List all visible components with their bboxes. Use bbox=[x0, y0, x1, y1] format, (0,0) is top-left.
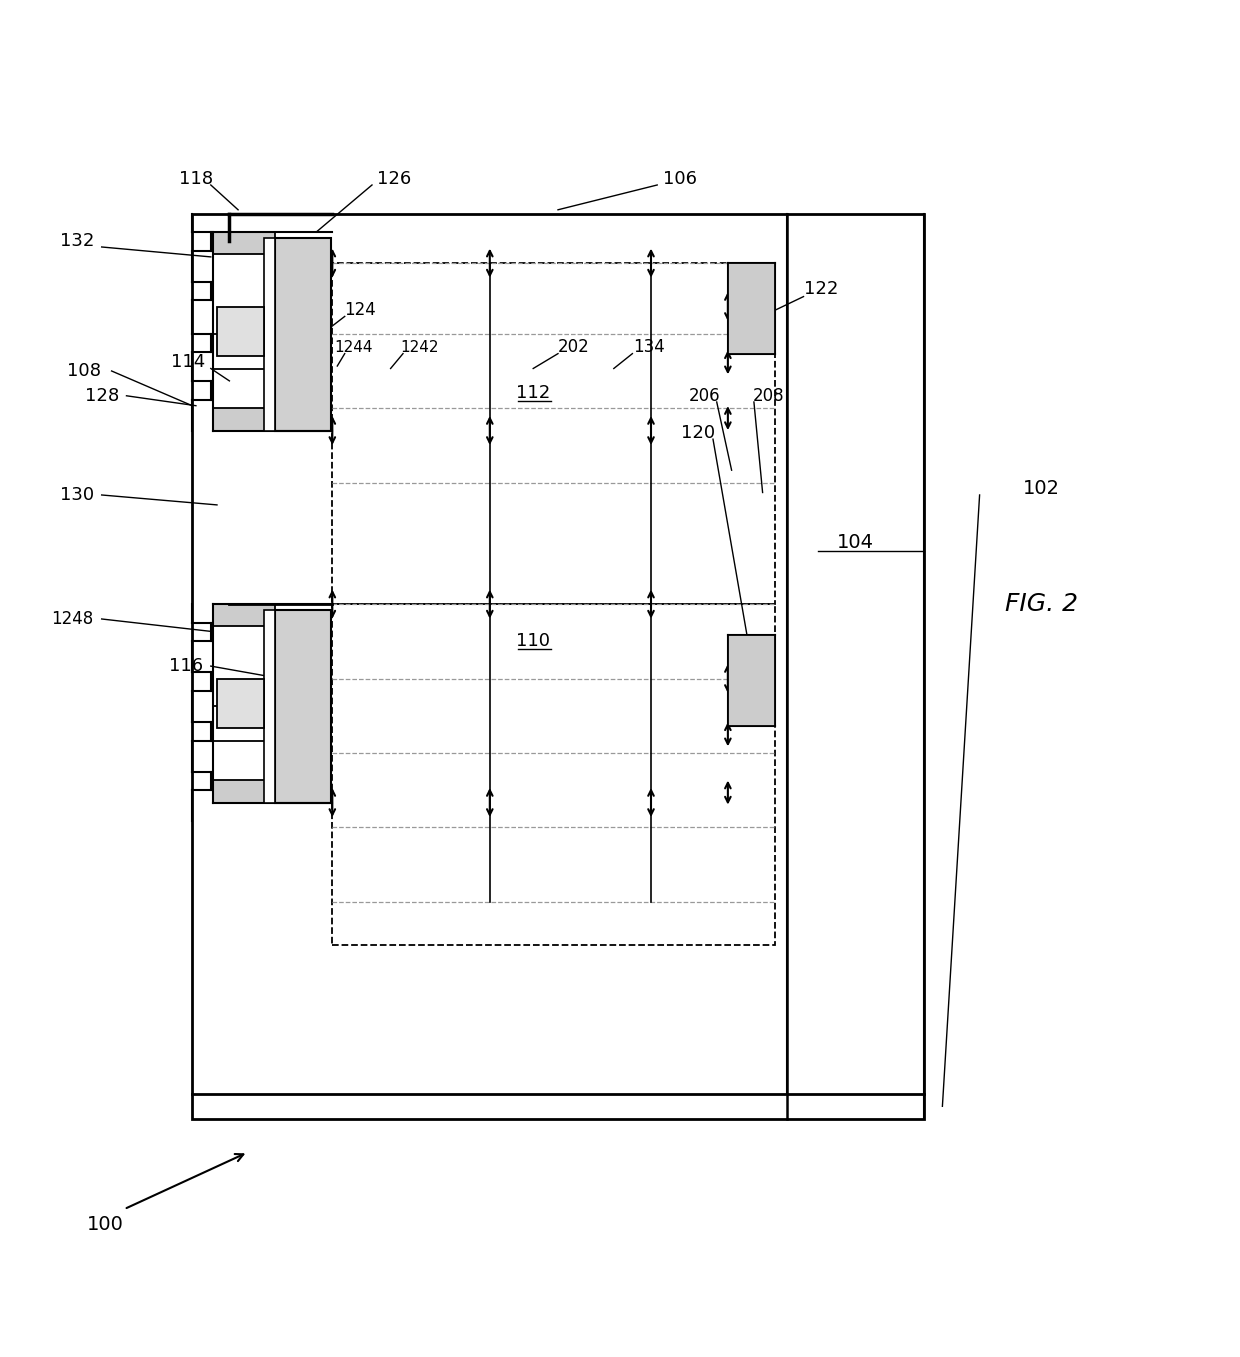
Text: 208: 208 bbox=[753, 387, 785, 404]
Text: 118: 118 bbox=[179, 170, 213, 187]
Text: 124: 124 bbox=[343, 301, 376, 319]
Bar bbox=[275, 611, 331, 802]
Bar bbox=[264, 239, 275, 430]
Text: 120: 120 bbox=[681, 423, 715, 442]
Text: 108: 108 bbox=[67, 362, 102, 380]
Text: 204: 204 bbox=[294, 343, 326, 361]
Text: 1242: 1242 bbox=[399, 339, 439, 356]
Text: 1248: 1248 bbox=[51, 611, 93, 628]
Text: 104: 104 bbox=[837, 532, 874, 551]
Bar bbox=[264, 611, 275, 802]
Bar bbox=[332, 604, 775, 944]
Text: 102: 102 bbox=[1023, 479, 1060, 498]
Bar bbox=[213, 604, 275, 627]
Text: 116: 116 bbox=[169, 657, 203, 674]
Text: 110: 110 bbox=[516, 632, 551, 650]
Text: 130: 130 bbox=[60, 486, 94, 503]
Bar bbox=[213, 232, 275, 254]
Bar bbox=[332, 263, 775, 604]
Bar bbox=[728, 263, 775, 354]
Text: 126: 126 bbox=[377, 170, 412, 187]
Text: 114: 114 bbox=[171, 353, 206, 372]
Text: 202: 202 bbox=[558, 338, 590, 357]
Bar bbox=[275, 239, 331, 430]
Text: 206: 206 bbox=[688, 387, 720, 404]
Text: 106: 106 bbox=[662, 170, 697, 187]
Bar bbox=[217, 678, 264, 729]
Bar bbox=[213, 780, 275, 802]
Text: FIG. 2: FIG. 2 bbox=[1006, 592, 1078, 616]
Bar bbox=[213, 334, 275, 369]
Text: 122: 122 bbox=[804, 280, 838, 299]
Bar bbox=[213, 408, 275, 430]
Text: 128: 128 bbox=[84, 387, 119, 404]
Text: 1246: 1246 bbox=[241, 342, 280, 357]
Bar bbox=[213, 706, 275, 741]
Text: 134: 134 bbox=[632, 338, 665, 357]
Bar bbox=[192, 213, 924, 1118]
Text: 132: 132 bbox=[60, 232, 94, 250]
Text: 100: 100 bbox=[87, 1215, 124, 1234]
Text: 1244: 1244 bbox=[334, 339, 373, 356]
Text: 112: 112 bbox=[516, 384, 551, 402]
Bar bbox=[728, 635, 775, 726]
Bar bbox=[217, 307, 264, 356]
